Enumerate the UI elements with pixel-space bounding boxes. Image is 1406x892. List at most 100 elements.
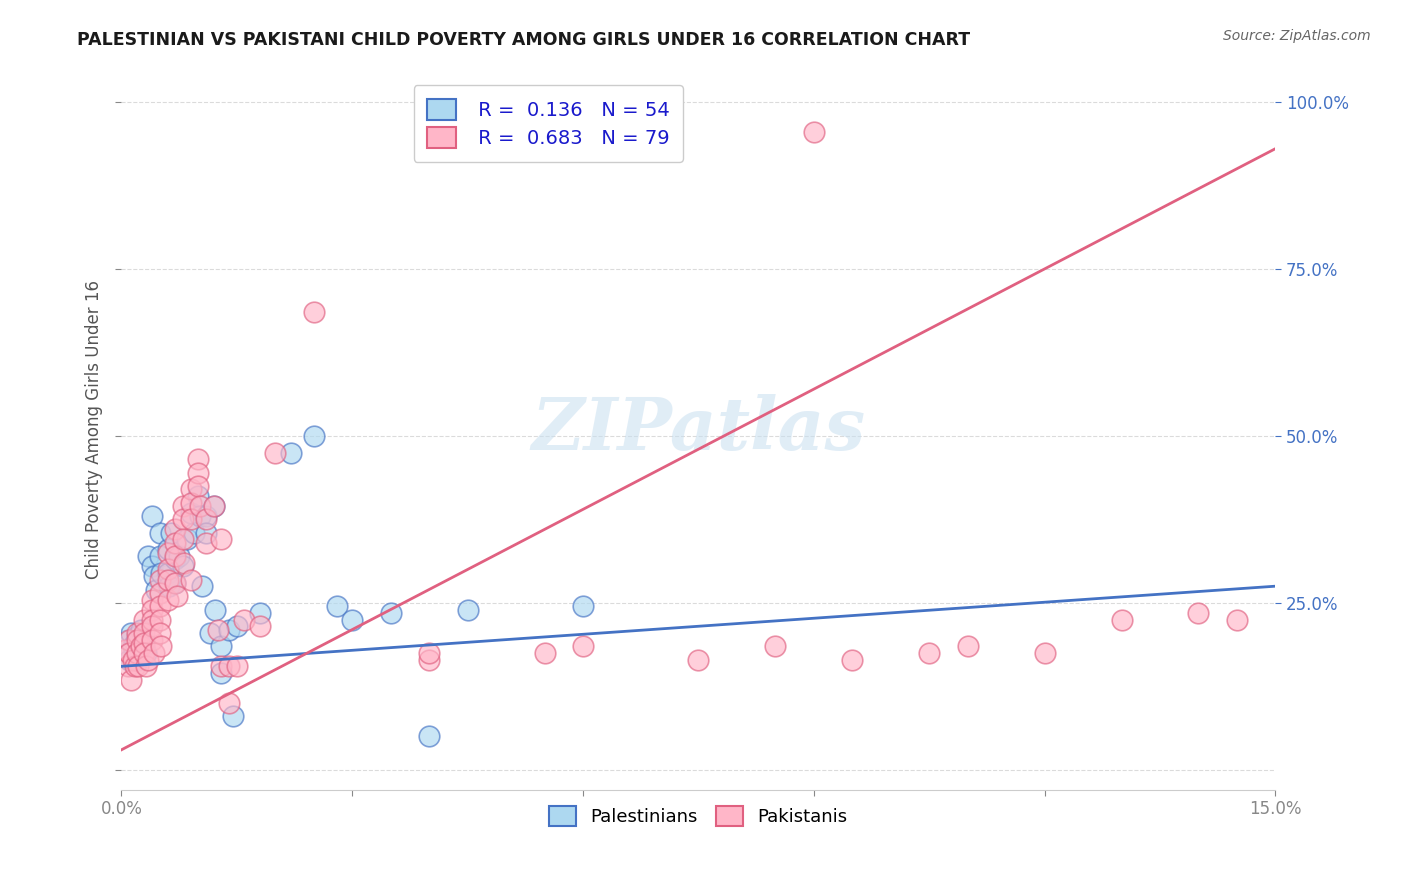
Point <box>117 632 139 647</box>
Point <box>841 653 863 667</box>
Point <box>172 512 194 526</box>
Point <box>165 575 187 590</box>
Point <box>125 646 148 660</box>
Point <box>122 653 145 667</box>
Point <box>188 499 211 513</box>
Point <box>183 525 205 540</box>
Point <box>149 525 172 540</box>
Point <box>165 575 187 590</box>
Point <box>118 646 141 660</box>
Point <box>457 602 479 616</box>
Point <box>156 592 179 607</box>
Point <box>187 452 209 467</box>
Point <box>134 646 156 660</box>
Point <box>165 549 187 563</box>
Point <box>302 429 325 443</box>
Point <box>172 559 194 574</box>
Point <box>1111 613 1133 627</box>
Point <box>125 629 148 643</box>
Point <box>156 562 179 576</box>
Point <box>225 659 247 673</box>
Point <box>141 509 163 524</box>
Point <box>249 619 271 633</box>
Point <box>136 653 159 667</box>
Point <box>326 599 349 614</box>
Point <box>118 646 141 660</box>
Point <box>157 579 180 593</box>
Point <box>218 623 240 637</box>
Point <box>187 479 209 493</box>
Point <box>418 646 440 660</box>
Point <box>195 525 218 540</box>
Point <box>141 613 163 627</box>
Point <box>209 640 232 654</box>
Point <box>418 653 440 667</box>
Point <box>610 125 633 139</box>
Point <box>280 445 302 459</box>
Point <box>209 666 232 681</box>
Point <box>141 559 163 574</box>
Point <box>125 632 148 647</box>
Text: ZIPatlas: ZIPatlas <box>531 393 866 465</box>
Point <box>150 566 173 580</box>
Point <box>156 573 179 587</box>
Point <box>134 640 156 654</box>
Point <box>533 646 555 660</box>
Point <box>572 640 595 654</box>
Text: PALESTINIAN VS PAKISTANI CHILD POVERTY AMONG GIRLS UNDER 16 CORRELATION CHART: PALESTINIAN VS PAKISTANI CHILD POVERTY A… <box>77 31 970 49</box>
Point <box>195 509 218 524</box>
Point <box>180 506 202 520</box>
Point <box>134 632 156 647</box>
Point <box>134 626 156 640</box>
Point <box>218 659 240 673</box>
Point <box>166 589 188 603</box>
Point <box>165 523 187 537</box>
Point <box>209 533 232 547</box>
Point <box>180 512 202 526</box>
Point <box>803 125 825 139</box>
Point <box>156 566 179 580</box>
Point <box>202 499 225 513</box>
Point <box>195 535 218 549</box>
Point <box>209 659 232 673</box>
Point <box>134 613 156 627</box>
Point <box>918 646 941 660</box>
Point <box>156 546 179 560</box>
Point <box>688 653 710 667</box>
Point <box>129 623 152 637</box>
Point <box>160 525 183 540</box>
Point <box>135 659 157 673</box>
Point <box>142 646 165 660</box>
Point <box>118 653 141 667</box>
Point <box>180 483 202 497</box>
Point <box>187 489 209 503</box>
Point <box>149 613 172 627</box>
Point <box>122 640 145 654</box>
Point <box>418 730 440 744</box>
Point <box>124 636 146 650</box>
Point <box>149 626 172 640</box>
Point <box>1187 606 1209 620</box>
Point <box>127 653 149 667</box>
Point <box>340 613 363 627</box>
Point <box>149 573 172 587</box>
Point <box>218 696 240 710</box>
Point <box>572 599 595 614</box>
Point <box>249 606 271 620</box>
Point <box>172 533 194 547</box>
Point <box>956 640 979 654</box>
Point <box>142 569 165 583</box>
Point <box>135 646 157 660</box>
Point <box>149 599 172 614</box>
Point <box>141 632 163 647</box>
Point <box>191 579 214 593</box>
Point <box>129 640 152 654</box>
Point <box>1226 613 1249 627</box>
Point <box>114 642 136 657</box>
Point <box>127 659 149 673</box>
Point <box>136 549 159 563</box>
Point <box>145 582 167 597</box>
Point <box>176 533 198 547</box>
Point <box>150 640 173 654</box>
Y-axis label: Child Poverty Among Girls Under 16: Child Poverty Among Girls Under 16 <box>86 280 103 579</box>
